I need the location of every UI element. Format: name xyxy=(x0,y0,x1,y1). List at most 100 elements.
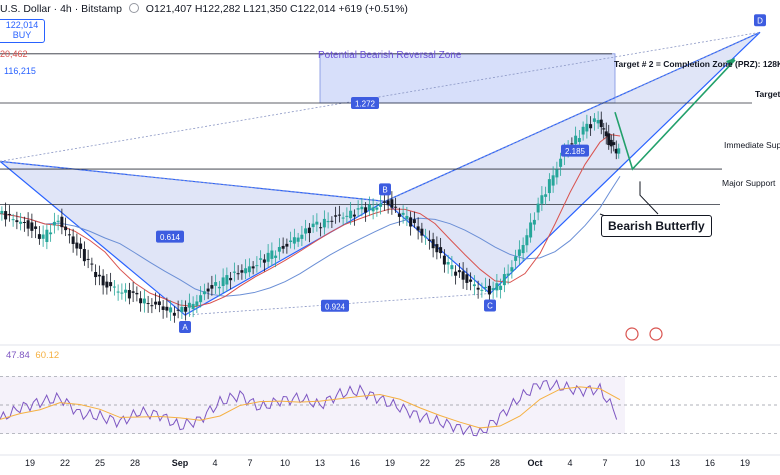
candle-body xyxy=(112,286,116,288)
candle-body xyxy=(304,228,308,234)
x-tick-label: 10 xyxy=(280,458,290,468)
candle-body xyxy=(337,214,341,216)
candle-body xyxy=(311,223,315,228)
candle-body xyxy=(172,312,176,316)
candle-body xyxy=(394,206,398,208)
candle-body xyxy=(592,118,596,122)
candle-body xyxy=(262,259,266,263)
candle-body xyxy=(599,119,603,128)
candle-body xyxy=(427,239,431,241)
candle-body xyxy=(574,135,578,145)
candle-body xyxy=(506,273,510,276)
candle-body xyxy=(79,243,83,249)
candle-body xyxy=(412,219,416,224)
level-label-target2: Target # 2 = Completion Zone (PRZ): 128K… xyxy=(614,59,780,69)
candle-body xyxy=(315,221,319,225)
rsi-ma-line xyxy=(0,386,621,429)
event-flag-icon xyxy=(649,327,663,341)
event-flag-icon xyxy=(625,327,639,341)
point-badge-c xyxy=(484,299,496,312)
callout-pointer-1 xyxy=(639,181,659,215)
candle-body xyxy=(617,148,621,154)
candle-body xyxy=(176,309,180,311)
x-tick-label: 13 xyxy=(670,458,680,468)
candle-body xyxy=(187,302,191,308)
candle-body xyxy=(49,232,53,235)
level-label-major-support: Major Support xyxy=(722,178,776,188)
level-label-immediate-support: Immediate Sup xyxy=(724,140,780,150)
candle-body xyxy=(75,242,79,249)
candle-body xyxy=(589,124,593,129)
candle-body xyxy=(90,263,94,265)
candle-body xyxy=(105,281,109,288)
point-label-a: A xyxy=(182,323,188,332)
candle-body xyxy=(405,215,409,219)
candle-body xyxy=(7,213,11,215)
candle-body xyxy=(585,123,589,132)
x-tick-label: 7 xyxy=(247,458,252,468)
candle-body xyxy=(229,277,233,281)
ratio-label: 0.614 xyxy=(160,233,181,242)
point-badge-b xyxy=(379,183,391,196)
candle-body xyxy=(131,291,135,293)
candle-body xyxy=(289,240,293,242)
x-tick-label: 7 xyxy=(602,458,607,468)
candle-body xyxy=(124,289,128,293)
x-tick-label: 25 xyxy=(95,458,105,468)
rsi-header: 47.84 60.12 xyxy=(0,350,59,361)
candle-body xyxy=(86,258,90,260)
candle-body xyxy=(551,175,555,186)
candle-body xyxy=(165,306,169,311)
candle-body xyxy=(116,291,120,293)
status-dot-icon xyxy=(128,3,139,13)
x-tick-label: 16 xyxy=(350,458,360,468)
buy-label: BUY xyxy=(12,30,32,40)
x-tick-label: 10 xyxy=(635,458,645,468)
candle-body xyxy=(247,266,251,273)
ratio-label: 0.924 xyxy=(325,302,346,311)
candle-body xyxy=(56,220,60,222)
candle-body xyxy=(409,217,413,227)
candle-body xyxy=(161,306,165,310)
pattern-triangle-xab xyxy=(0,160,387,316)
candle-body xyxy=(356,208,360,210)
candle-body xyxy=(424,236,428,238)
candle-body xyxy=(525,235,529,246)
ratio-badge xyxy=(351,96,379,109)
candle-body xyxy=(52,221,56,226)
candle-body xyxy=(602,128,606,130)
candle-body xyxy=(532,219,536,225)
candle-body xyxy=(439,247,443,254)
candle-body xyxy=(60,216,64,228)
candle-body xyxy=(319,227,323,229)
candle-body xyxy=(270,250,274,259)
candle-body xyxy=(555,169,559,178)
pattern-callout: Bearish Butterfly xyxy=(601,215,712,237)
ma-red-line xyxy=(0,133,621,308)
candle-body xyxy=(431,239,435,249)
candle-body xyxy=(397,213,401,217)
x-tick-label: 28 xyxy=(130,458,140,468)
candle-body xyxy=(64,226,68,231)
candle-body xyxy=(169,307,173,313)
candle-body xyxy=(465,274,469,283)
rsi-ma-value: 60.12 xyxy=(35,350,60,361)
candle-body xyxy=(334,215,338,217)
candle-body xyxy=(454,271,458,276)
candle-body xyxy=(341,217,345,219)
buy-button[interactable]: 122,014 BUY xyxy=(0,19,45,43)
buy-price: 122,014 xyxy=(5,20,39,30)
side-value-2: 116,215 xyxy=(4,66,36,76)
ratio-badge xyxy=(561,144,589,157)
candle-body xyxy=(609,139,613,147)
candle-body xyxy=(604,131,608,137)
symbol-title[interactable]: U.S. Dollar · 4h · Bitstamp xyxy=(0,3,122,15)
side-value-1: 20,462 xyxy=(0,49,28,59)
point-label-b: B xyxy=(382,185,387,194)
candle-body xyxy=(375,207,379,210)
candle-body xyxy=(596,120,600,124)
candle-body xyxy=(139,298,143,304)
candle-body xyxy=(364,207,368,213)
candle-body xyxy=(614,148,618,154)
